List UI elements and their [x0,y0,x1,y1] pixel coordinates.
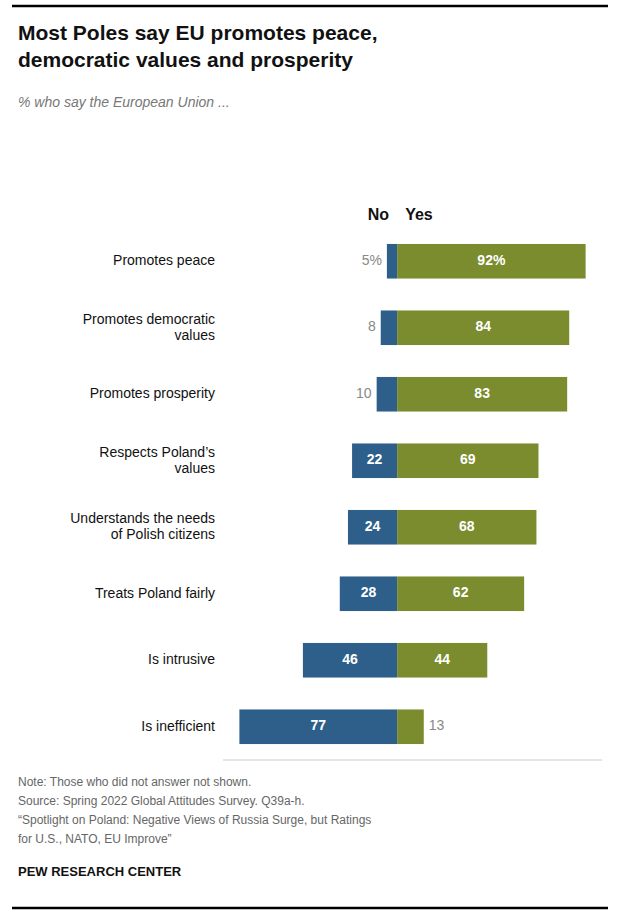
bar [340,576,397,611]
category-label: Respects Poland’svalues [99,443,215,475]
category-label: Is inefficient [141,717,215,733]
category-label: Promotes democraticvalues [83,310,215,342]
bars [239,244,585,744]
data-label: 68 [459,518,475,534]
note: Note: Those who did not answer not shown… [18,775,251,789]
bottom-rule [12,907,608,910]
data-label: 62 [453,584,469,600]
data-label: 28 [361,584,377,600]
bar [239,709,397,744]
data-label: 24 [365,518,381,534]
data-label: 84 [475,318,491,334]
data-label: 69 [460,451,476,467]
note: for U.S., NATO, EU Improve” [18,832,172,846]
bar [352,443,397,478]
category-label: Understands the needsof Polish citizens [70,510,215,542]
bar [397,576,524,611]
bar [387,244,397,279]
data-label: 8 [368,318,376,334]
title: Most Poles say EU promotes peace,democra… [18,21,377,71]
column-header: No [368,206,390,223]
data-label: 10 [356,385,372,401]
data-label: 44 [434,651,450,667]
category-label: Promotes peace [113,252,215,268]
data-label: 46 [342,651,358,667]
category-label: Is intrusive [148,651,215,667]
category-label: Treats Poland fairly [95,584,215,600]
bar [397,244,585,279]
note: Source: Spring 2022 Global Attitudes Sur… [18,794,305,808]
data-label: 22 [367,451,383,467]
data-label: 92% [477,252,506,268]
note: “Spotlight on Poland: Negative Views of … [18,813,371,827]
x-axis-line [223,760,602,761]
data-label: 13 [429,717,445,733]
background [0,0,620,914]
credit: PEW RESEARCH CENTER [18,864,182,879]
bar [397,643,487,678]
bar [397,709,424,744]
bar [397,377,567,412]
subtitle: % who say the European Union ... [18,94,230,110]
data-label: 83 [474,385,490,401]
bar [303,643,397,678]
bar [397,310,569,345]
bar [397,443,538,478]
data-labels: 5% 8 10 22 24 28 46 77 92% 84 83 69 68 62 44 13 [310,252,505,734]
data-label: 5% [362,252,382,268]
bar [381,310,397,345]
data-label: 77 [310,717,326,733]
column-header: Yes [405,206,433,223]
bar [397,510,536,545]
chart: Most Poles say EU promotes peace,democra… [0,0,620,914]
top-rule [12,5,608,8]
bar [377,377,397,412]
category-label: Promotes prosperity [90,385,215,401]
bar [348,510,397,545]
